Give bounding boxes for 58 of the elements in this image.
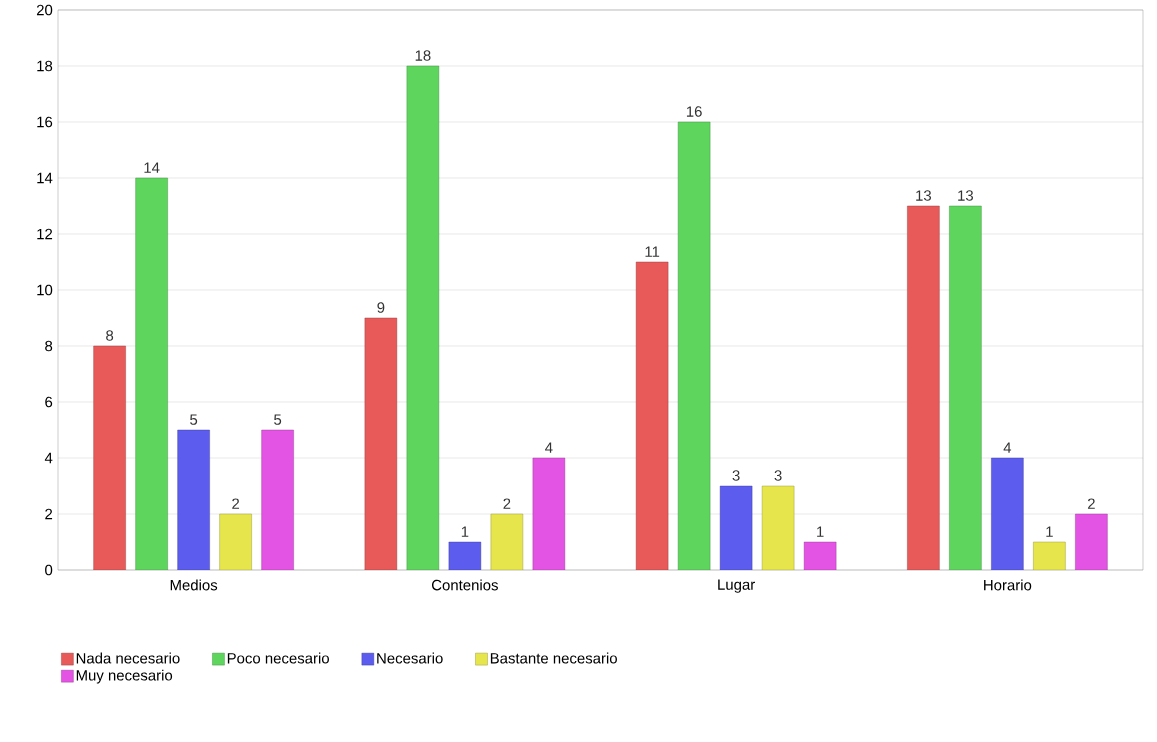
data-label: 13 <box>958 190 974 201</box>
y-tick-label: 20 <box>36 4 53 16</box>
data-label: 2 <box>1087 498 1095 509</box>
data-label: 4 <box>545 442 553 453</box>
bar <box>177 429 210 570</box>
bar <box>761 485 795 570</box>
bar <box>907 205 940 570</box>
bar <box>635 261 669 570</box>
legend-label: Nada necesario <box>76 652 180 664</box>
data-label: 3 <box>774 470 782 481</box>
bar <box>135 177 168 570</box>
bar <box>949 205 982 570</box>
y-tick-label: 10 <box>37 284 53 296</box>
data-label: 1 <box>461 526 469 537</box>
bar <box>406 65 440 570</box>
y-tick-label: 16 <box>37 116 53 128</box>
bar <box>93 345 126 570</box>
x-tick-label: Horario <box>984 579 1032 591</box>
legend-label: Poco necesario <box>227 652 329 664</box>
data-label: 16 <box>686 106 702 117</box>
data-label: 5 <box>190 414 198 425</box>
data-label: 3 <box>732 470 740 481</box>
y-tick-label: 8 <box>45 340 53 352</box>
data-label: 11 <box>645 246 660 257</box>
bar <box>677 121 711 570</box>
y-tick-label: 0 <box>45 564 53 576</box>
data-label: 18 <box>415 50 431 61</box>
data-label: 2 <box>232 498 240 509</box>
data-label: 8 <box>106 330 114 341</box>
data-label: 13 <box>916 190 932 201</box>
y-tick-label: 4 <box>44 452 53 464</box>
y-tick-label: 14 <box>37 172 53 184</box>
legend-label: Bastante necesario <box>490 652 617 664</box>
y-tick-label: 12 <box>37 228 53 240</box>
data-label: 4 <box>1003 442 1012 453</box>
bar <box>490 513 524 570</box>
x-tick-label: Contenios <box>431 579 498 591</box>
legend-label: Necesario <box>377 652 443 664</box>
data-label: 1 <box>1046 526 1053 537</box>
legend-label: Muy necesario <box>76 669 173 684</box>
bar <box>719 485 753 570</box>
y-tick-label: 2 <box>45 508 53 520</box>
bar <box>991 457 1024 570</box>
data-label: 14 <box>144 162 160 173</box>
y-tick-label: 6 <box>45 396 53 408</box>
x-tick-label: Medios <box>170 579 218 591</box>
data-label: 9 <box>377 302 385 313</box>
bar <box>219 513 252 570</box>
data-label: 5 <box>274 414 282 425</box>
bar <box>1075 513 1108 570</box>
data-label: 1 <box>817 526 824 537</box>
bar <box>532 457 566 570</box>
data-label: 2 <box>503 498 511 509</box>
x-tick-label: Lugar <box>718 579 755 593</box>
y-tick-label: 18 <box>37 60 53 72</box>
bar <box>1033 541 1066 570</box>
bar <box>364 317 398 570</box>
bar <box>261 429 294 570</box>
